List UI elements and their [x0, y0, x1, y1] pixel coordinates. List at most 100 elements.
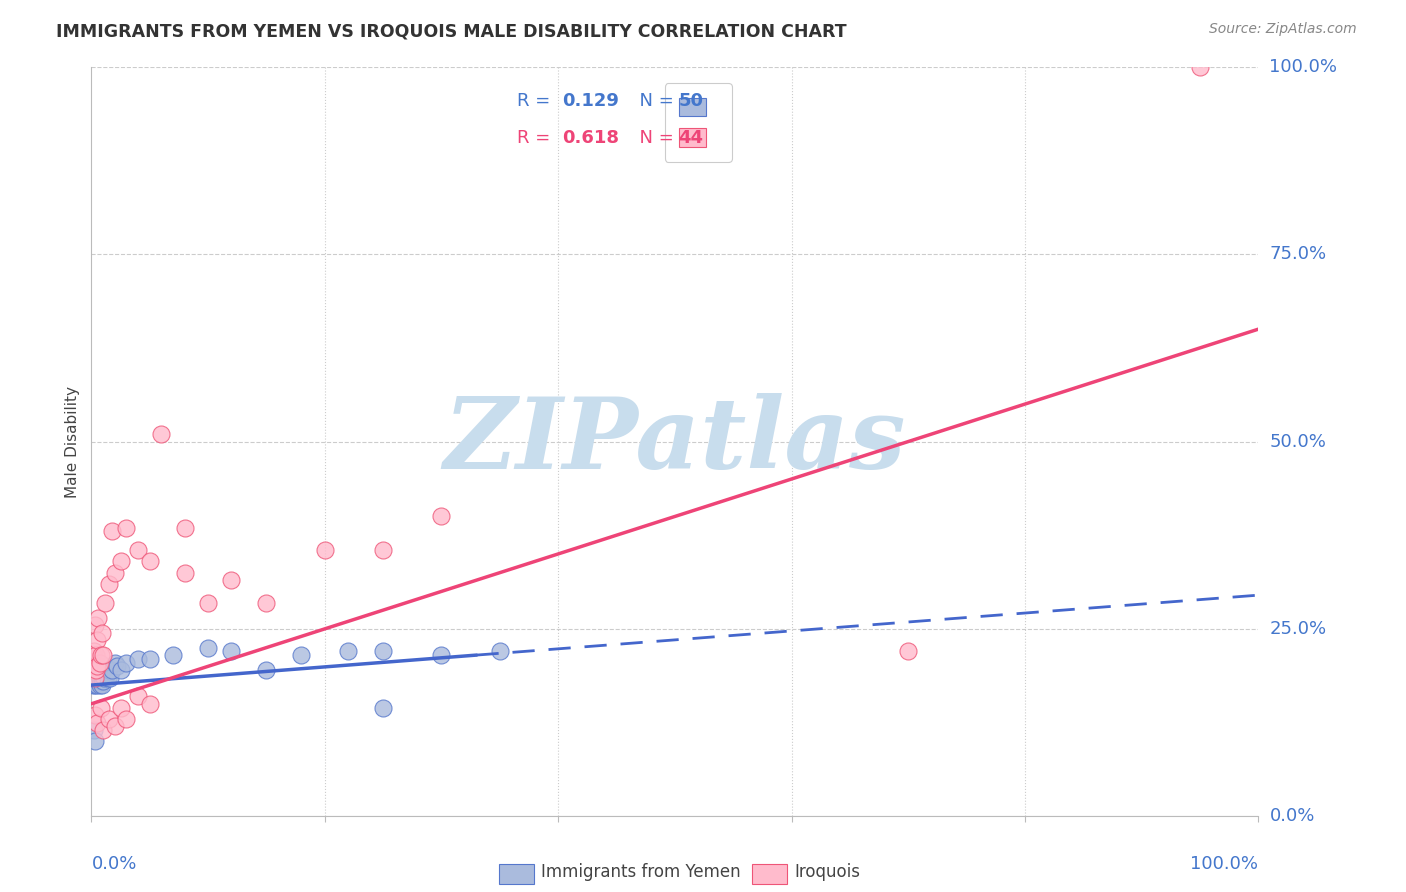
Point [138, 554, 162, 568]
Text: R =: R = [517, 129, 557, 147]
Text: IMMIGRANTS FROM YEMEN VS IROQUOIS MALE DISABILITY CORRELATION CHART: IMMIGRANTS FROM YEMEN VS IROQUOIS MALE D… [56, 22, 846, 40]
Point [90, 700, 112, 714]
Point [91, 648, 114, 662]
Point [83, 708, 105, 723]
Point [82, 663, 104, 677]
Text: R =: R = [517, 92, 557, 110]
Text: 0.0%: 0.0% [91, 855, 136, 873]
Text: Iroquois: Iroquois [794, 863, 860, 881]
Point [110, 663, 132, 677]
Point [83, 674, 105, 689]
Point [83, 644, 105, 658]
Text: Immigrants from Yemen: Immigrants from Yemen [541, 863, 741, 881]
Point [104, 656, 127, 670]
Point [90, 678, 112, 692]
Point [83, 659, 105, 673]
Point [82, 671, 104, 685]
Point [98, 671, 121, 685]
Point [91, 663, 114, 677]
Point [256, 663, 278, 677]
Point [110, 554, 132, 568]
Point [83, 723, 105, 737]
Point [115, 712, 138, 726]
Point [84, 648, 107, 662]
Point [84, 663, 107, 677]
Point [371, 543, 394, 558]
Text: Source: ZipAtlas.com: Source: ZipAtlas.com [1209, 22, 1357, 37]
Point [91, 674, 114, 689]
Point [371, 700, 394, 714]
Point [897, 644, 920, 658]
Point [96, 666, 118, 681]
Text: 0.129: 0.129 [561, 92, 619, 110]
Point [82, 678, 104, 692]
Point [94, 596, 117, 610]
Point [101, 663, 124, 677]
Y-axis label: Male Disability: Male Disability [65, 385, 80, 498]
Point [90, 663, 112, 677]
Point [91, 723, 114, 737]
Point [87, 666, 110, 681]
Text: 0.618: 0.618 [561, 129, 619, 147]
Point [150, 427, 173, 442]
Point [173, 521, 195, 535]
Point [83, 659, 105, 673]
Point [221, 573, 243, 587]
Point [83, 666, 105, 681]
Point [105, 659, 128, 673]
Point [90, 625, 112, 640]
Point [83, 663, 105, 677]
Point [173, 566, 195, 580]
Point [110, 700, 132, 714]
Point [90, 671, 112, 685]
Point [104, 566, 127, 580]
Point [127, 690, 149, 704]
Text: 100.0%: 100.0% [1191, 855, 1258, 873]
Point [86, 671, 108, 685]
Point [84, 666, 107, 681]
Point [82, 663, 104, 677]
Point [115, 521, 138, 535]
Text: N =: N = [628, 92, 679, 110]
Point [89, 656, 111, 670]
Point [86, 633, 108, 648]
Text: 100.0%: 100.0% [1270, 58, 1337, 76]
Point [87, 659, 110, 673]
Point [84, 659, 107, 673]
Point [221, 644, 243, 658]
Point [371, 644, 394, 658]
Point [83, 678, 105, 692]
Point [97, 671, 120, 685]
Point [101, 524, 124, 539]
Text: 50: 50 [678, 92, 703, 110]
Text: ZIPatlas: ZIPatlas [444, 393, 905, 490]
Point [337, 644, 360, 658]
Point [162, 648, 184, 662]
Point [138, 652, 162, 666]
Point [489, 644, 512, 658]
Point [83, 671, 105, 685]
Point [127, 543, 149, 558]
Point [87, 674, 110, 689]
Point [256, 596, 278, 610]
Point [197, 640, 219, 655]
Point [314, 543, 336, 558]
Point [89, 671, 111, 685]
Text: 50.0%: 50.0% [1270, 433, 1326, 450]
Point [197, 596, 219, 610]
Point [97, 712, 120, 726]
Point [82, 648, 104, 662]
Point [83, 734, 105, 748]
Point [93, 671, 115, 685]
Text: 25.0%: 25.0% [1270, 620, 1327, 638]
Text: N =: N = [628, 129, 679, 147]
Point [87, 610, 110, 624]
Point [83, 618, 105, 632]
Point [115, 656, 138, 670]
Point [90, 674, 112, 689]
Point [94, 659, 117, 673]
Point [97, 663, 120, 677]
Text: 44: 44 [678, 129, 703, 147]
Point [86, 678, 108, 692]
Point [86, 659, 108, 673]
